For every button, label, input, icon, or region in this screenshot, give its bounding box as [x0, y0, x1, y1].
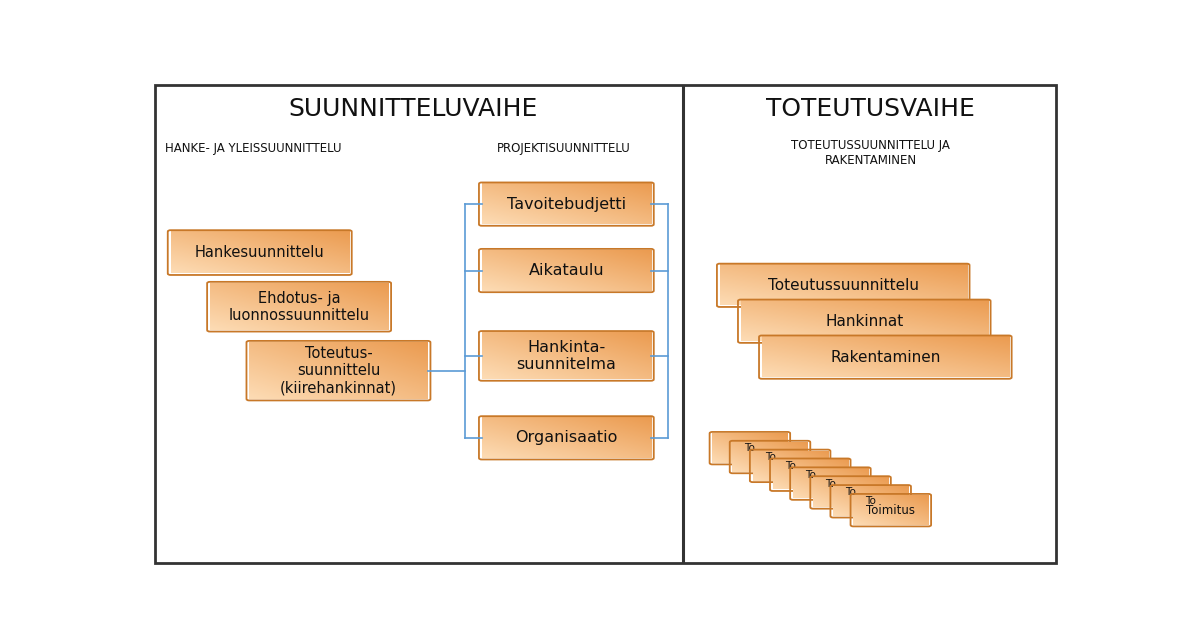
Text: Hankesuunnittelu: Hankesuunnittelu [195, 245, 325, 260]
Text: TOTEUTUSVAIHE: TOTEUTUSVAIHE [766, 96, 976, 121]
Text: Tavoitebudjetti: Tavoitebudjetti [507, 197, 626, 212]
Text: To: To [804, 470, 816, 480]
Text: Hankinnat: Hankinnat [826, 314, 903, 328]
Text: To: To [784, 461, 796, 471]
Text: To: To [826, 479, 836, 489]
Text: To: To [846, 488, 856, 497]
Text: TOTEUTUSSUUNNITTELU JA
RAKENTAMINEN: TOTEUTUSSUUNNITTELU JA RAKENTAMINEN [791, 139, 951, 167]
Text: Organisaatio: Organisaatio [515, 430, 618, 445]
Text: Toimitus: Toimitus [867, 504, 915, 517]
Text: Toteutus-
suunnittelu
(kiirehankinnat): Toteutus- suunnittelu (kiirehankinnat) [280, 346, 397, 396]
Text: SUUNNITTELUVAIHE: SUUNNITTELUVAIHE [288, 96, 537, 121]
Text: Ehdotus- ja
luonnossuunnittelu: Ehdotus- ja luonnossuunnittelu [229, 291, 370, 323]
Text: Hankinta-
suunnitelma: Hankinta- suunnitelma [516, 340, 616, 372]
Text: Aikataulu: Aikataulu [529, 263, 605, 278]
Text: Rakentaminen: Rakentaminen [830, 350, 940, 365]
Text: Toteutussuunnittelu: Toteutussuunnittelu [768, 278, 919, 293]
Text: PROJEKTISUUNNITTELU: PROJEKTISUUNNITTELU [497, 141, 631, 155]
Text: To: To [866, 497, 876, 506]
Text: To: To [744, 443, 756, 453]
Text: HANKE- JA YLEISSUUNNITTELU: HANKE- JA YLEISSUUNNITTELU [164, 141, 341, 155]
Text: To: To [764, 452, 776, 462]
